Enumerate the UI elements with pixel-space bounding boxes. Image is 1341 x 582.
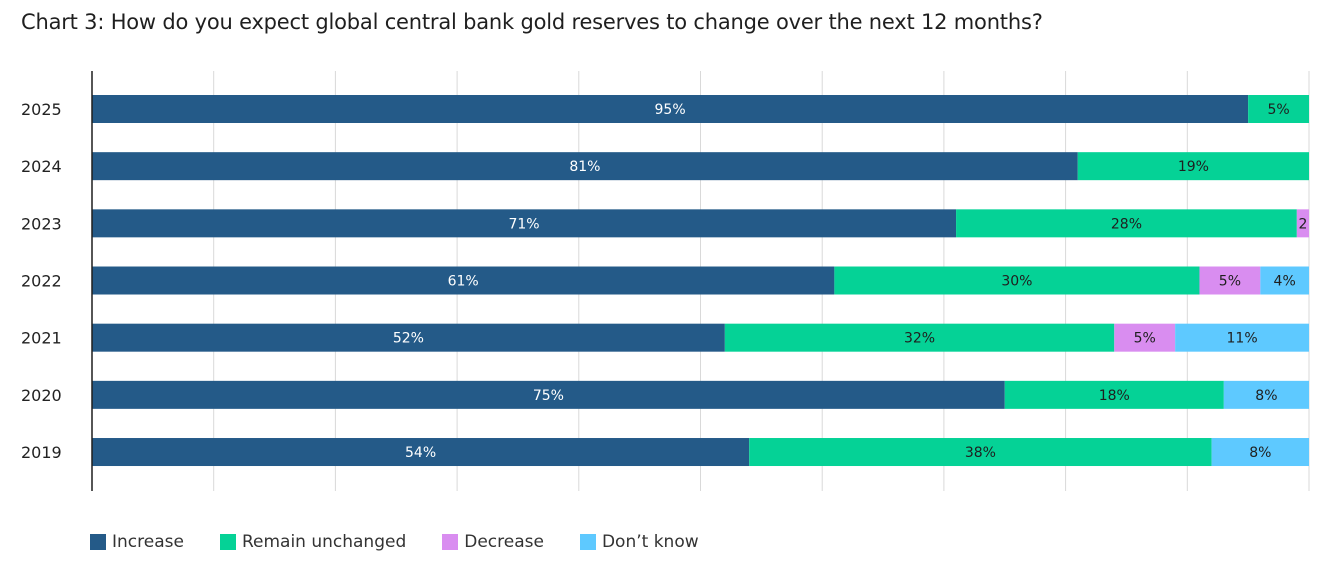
data-label: 71% xyxy=(508,216,539,232)
bar-segment xyxy=(1175,323,1309,352)
legend-item: Remain unchanged xyxy=(219,532,407,552)
category-label: 2025 xyxy=(21,100,62,119)
bar-segment xyxy=(749,438,1212,467)
data-label: 11% xyxy=(1227,331,1258,347)
category-label: 2019 xyxy=(21,443,62,462)
bar-segment xyxy=(92,95,1249,123)
bar-segment xyxy=(1248,95,1309,123)
category-label: 2023 xyxy=(21,214,62,233)
data-label: 38% xyxy=(965,445,996,461)
bar-segment xyxy=(92,323,725,352)
data-label: 81% xyxy=(569,159,600,175)
bar-segment xyxy=(956,209,1297,238)
bar-segment xyxy=(92,152,1078,181)
bar-segment xyxy=(1077,152,1309,181)
legend-swatch xyxy=(90,534,106,550)
data-label: 30% xyxy=(1001,274,1032,290)
bar-segment xyxy=(834,266,1200,295)
bar-labels: 95% 5% 81% 19% 71% 28% 2 61% 30% 5% 4% 52% 32% 5% 11% 7… xyxy=(393,102,1308,461)
bar-segment xyxy=(92,209,957,238)
category-label: 2020 xyxy=(21,386,62,405)
bar-segment xyxy=(1114,323,1176,352)
legend-item: Decrease xyxy=(442,532,544,552)
chart-title: Chart 3: How do you expect global centra… xyxy=(21,10,1043,34)
data-label: 5% xyxy=(1134,331,1156,347)
category-labels: 2025 2024 2023 2022 2021 2020 2019 xyxy=(21,100,62,462)
data-label: 18% xyxy=(1099,388,1130,404)
category-label: 2022 xyxy=(21,272,62,291)
data-label: 61% xyxy=(448,274,479,290)
data-label: 8% xyxy=(1255,388,1277,404)
data-label: 52% xyxy=(393,331,424,347)
category-label: 2024 xyxy=(21,157,62,176)
data-label: 5% xyxy=(1267,102,1289,118)
data-label: 28% xyxy=(1111,216,1142,232)
legend-swatch xyxy=(579,534,596,550)
legend-item: Increase xyxy=(90,532,184,552)
legend-label: Remain unchanged xyxy=(241,532,407,552)
bar-segment xyxy=(92,266,835,295)
bar-segment xyxy=(1223,380,1309,409)
bar-segment xyxy=(92,438,750,467)
bars xyxy=(92,95,1309,467)
category-label: 2021 xyxy=(21,329,62,348)
bar-segment xyxy=(1004,380,1224,409)
legend-label: Increase xyxy=(112,532,184,552)
legend-item: Don’t know xyxy=(579,532,699,552)
legend-swatch xyxy=(442,534,459,550)
legend-label: Don’t know xyxy=(601,532,699,552)
data-label: 5% xyxy=(1219,274,1241,290)
data-label: 32% xyxy=(904,331,935,347)
bar-segment xyxy=(724,323,1115,352)
data-label: 2 xyxy=(1298,216,1307,232)
data-label: 75% xyxy=(533,388,564,404)
legend-label: Decrease xyxy=(464,532,544,552)
bar-segment xyxy=(1199,266,1261,295)
bar-segment xyxy=(1296,209,1309,238)
data-label: 54% xyxy=(405,445,436,461)
data-label: 4% xyxy=(1274,274,1296,290)
legend: Increase Remain unchanged Decrease Don’t kn… xyxy=(90,532,735,552)
data-label: 95% xyxy=(655,102,686,118)
bar-segment xyxy=(1260,266,1309,295)
bar-segment xyxy=(92,380,1005,409)
data-label: 8% xyxy=(1249,445,1271,461)
legend-swatch xyxy=(219,534,236,550)
data-label: 19% xyxy=(1178,159,1209,175)
bar-segment xyxy=(1211,438,1309,467)
